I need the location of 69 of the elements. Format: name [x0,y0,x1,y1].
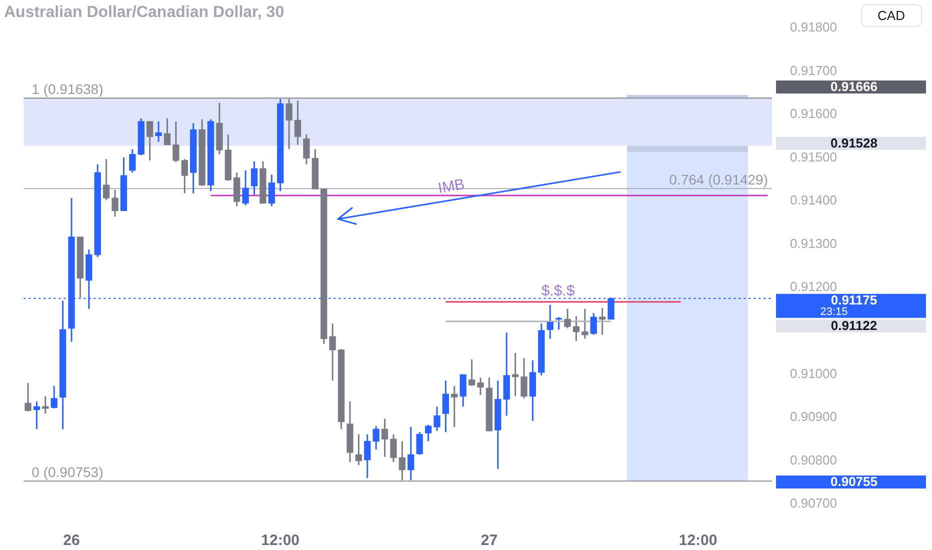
text: CAD [860,4,922,27]
x-tick-label: 26 [63,532,80,550]
candlestick [181,158,188,194]
text: 0.91175 [830,292,878,308]
candlestick [155,120,162,143]
x-tick-label: 12:00 [261,532,300,550]
candlestick [303,134,310,166]
candlestick [372,425,380,450]
candlestick [268,174,275,208]
candlestick [460,374,466,408]
candlestick [451,385,458,428]
x-tick-label: 27 [480,532,498,550]
text: 23:15 [820,306,848,318]
candlestick [520,357,528,400]
y-tick-label: 0.90700 [790,496,837,511]
text: 0.91528 [830,135,878,150]
candlestick [24,382,32,412]
y-tick-label: 0.91700 [790,62,837,78]
y-tick-label: 0.91200 [790,279,837,294]
candlestick [381,418,388,458]
candlestick [50,385,58,410]
candlestick [329,322,336,382]
candlestick [477,376,484,396]
candlestick [286,98,292,150]
candlestick [408,426,414,481]
candlestick [242,170,249,206]
candlestick [398,440,406,481]
candlestick [572,315,580,342]
candlestick [172,120,180,163]
y-tick-label: 0.91800 [790,20,837,35]
candlestick [434,406,440,432]
candlestick [33,400,40,430]
y-tick-label: 0.90800 [790,452,837,468]
candlestick [416,431,423,456]
candlestick [164,118,171,146]
candlestick [102,158,110,201]
candlestick [250,160,258,196]
y-tick-label: 0.90900 [790,409,837,424]
candlestick [364,434,371,479]
candlestick [442,380,450,433]
text: 0.91666 [830,79,878,94]
candlestick [424,424,432,442]
candlestick [582,308,588,340]
annotation: $.$.$ [541,282,576,300]
candlestick [129,148,136,174]
candlestick [294,100,302,146]
candlestick [555,316,562,330]
candlestick [390,434,397,463]
x-tick-label: 12:00 [678,532,718,550]
y-tick-label: 0.91600 [790,106,837,122]
annotation: IMB [436,176,466,198]
candlestick [355,434,362,466]
ref-line-label: 0 (0.90753) [32,464,104,480]
ref-line-label: 1 (0.91638) [32,80,104,97]
candlestick [468,358,476,387]
y-tick-label: 0.91300 [790,236,837,251]
candlestick [146,120,154,162]
chart-title: Australian Dollar/Canadian Dollar, 30 [4,4,284,22]
candlestick [564,308,571,330]
candlestick [590,312,597,336]
candlestick [546,304,554,340]
text: 0.91122 [830,318,878,334]
y-tick-label: 0.91000 [790,366,837,381]
candlestick [112,189,118,218]
y-tick-label: 0.91400 [790,192,837,208]
ref-line-label: 0.764 (0.91429) [669,171,768,188]
y-tick-label: 0.91500 [790,149,837,164]
text: 0.90755 [830,474,878,490]
candlestick [598,307,606,336]
